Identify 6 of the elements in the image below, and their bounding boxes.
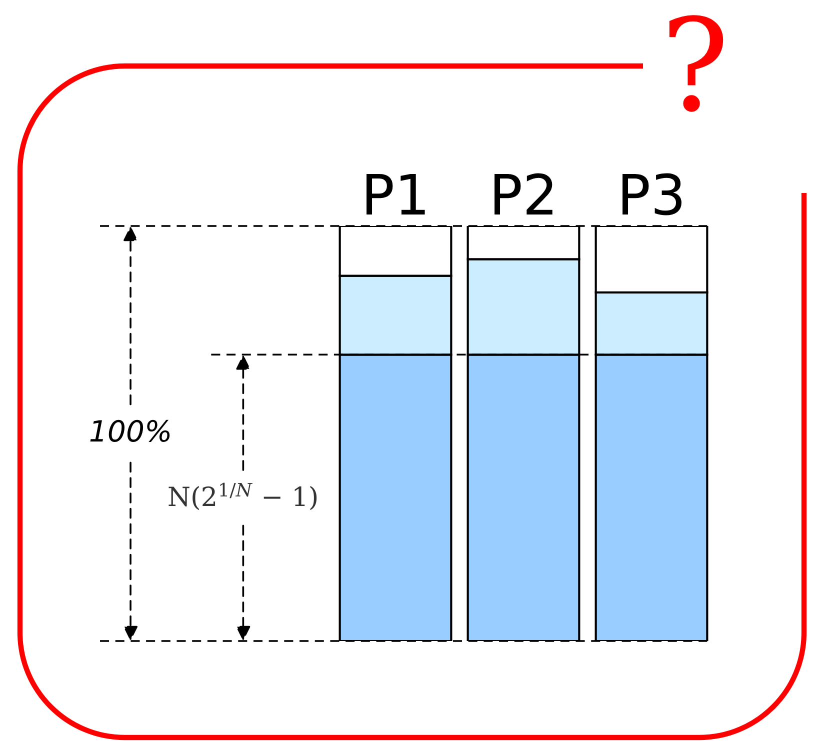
x-tick-label: P1 [366,174,425,214]
ref-line-label: N(2$^{1/N}$ − 1) [168,482,317,510]
x-tick-label: P3 [622,173,682,216]
ref-line-label: 100% [90,420,170,442]
text: ? [669,15,724,112]
x-tick-label: P2 [494,173,552,214]
